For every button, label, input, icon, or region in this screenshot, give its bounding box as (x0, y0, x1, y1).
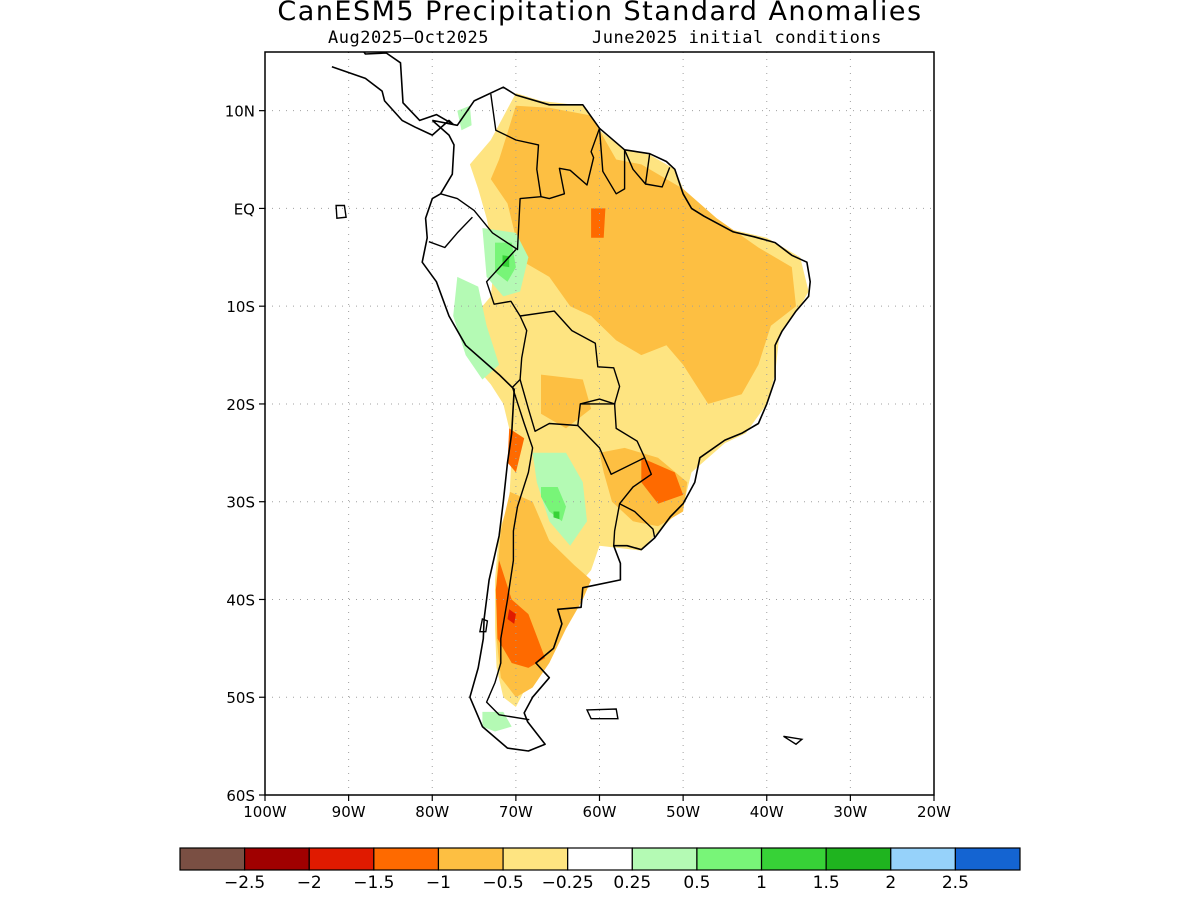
colorbar-swatch (696, 847, 763, 871)
lon-tick-label: 100W (243, 803, 287, 821)
lon-tick-label: 70W (499, 803, 533, 821)
colorbar-swatch (954, 847, 1021, 871)
island-outline (479, 618, 489, 633)
colorbar-label: −1.5 (353, 873, 394, 893)
anomaly-region-9 (507, 609, 516, 624)
anomaly-region-5 (641, 457, 684, 504)
anomaly-shading-layer (453, 93, 809, 732)
colorbar-swatch (825, 847, 892, 871)
island-outline (335, 204, 347, 219)
lon-tick-label: 30W (833, 803, 867, 821)
lat-tick-label: 30S (226, 494, 255, 512)
lon-tick-label: 90W (332, 803, 366, 821)
colorbar-label: −2 (297, 873, 322, 893)
island-outline (585, 708, 619, 720)
colorbar-label: 0.5 (683, 873, 710, 893)
anomaly-region-17 (482, 711, 512, 732)
graticule-layer (265, 52, 934, 795)
initial-conditions: June2025 initial conditions (592, 28, 882, 48)
lon-tick-label: 60W (583, 803, 617, 821)
colorbar-label: −1 (426, 873, 451, 893)
lat-tick-label: 10S (226, 298, 255, 316)
country-border (645, 167, 671, 188)
lon-tick-label: 20W (917, 803, 951, 821)
country-border (598, 128, 626, 195)
colorbar-label: 2.5 (942, 873, 969, 893)
colorbar-swatch (437, 847, 504, 871)
colorbar-label: −2.5 (224, 873, 265, 893)
anomaly-region-8 (591, 208, 606, 238)
colorbar-label: −0.25 (542, 873, 594, 893)
lat-tick-label: 20S (226, 396, 255, 414)
lon-tick-label: 50W (666, 803, 700, 821)
colorbar-swatch (244, 847, 310, 871)
lat-tick-label: 50S (226, 689, 255, 707)
lat-tick-label: 60S (226, 787, 255, 805)
colorbar-label: 0.25 (613, 873, 651, 893)
colorbar-swatch (502, 847, 569, 871)
coastline-layer (331, 52, 812, 752)
anomaly-region-1 (490, 105, 796, 404)
colorbar-label: −0.5 (482, 873, 523, 893)
lat-tick-label: 10N (225, 103, 255, 121)
country-border (485, 387, 534, 721)
south-america-coastline (421, 86, 812, 752)
anomaly-region-6 (495, 560, 546, 668)
country-border (577, 398, 646, 475)
country-border (428, 216, 473, 249)
country-border (623, 149, 651, 185)
colorbar-swatch (373, 847, 440, 871)
country-border (613, 457, 652, 546)
colorbar: −2.5 −2 −1.5 −1 −0.5 −0.25 0.25 0.5 1 1.5 2 2.5 (179, 847, 1021, 893)
map-title: CanESM5 Precipitation Standard Anomalies (277, 0, 923, 27)
anomaly-region-7 (507, 428, 525, 473)
colorbar-label: 1 (756, 873, 767, 893)
country-border (519, 310, 621, 432)
colorbar-swatch (308, 847, 375, 871)
anomaly-region-16 (553, 511, 560, 520)
anomaly-region-15 (541, 487, 566, 522)
anomaly-region-13 (453, 276, 500, 380)
colorbar-swatch (179, 847, 246, 871)
country-border (540, 128, 601, 200)
lon-tick-label: 80W (415, 803, 449, 821)
island-outline (783, 735, 804, 746)
colorbar-swatch (890, 847, 956, 871)
lon-tick-label: 40W (750, 803, 784, 821)
lat-tick-label: 40S (226, 591, 255, 609)
lat-tick-label: EQ (234, 200, 255, 218)
country-border (619, 503, 656, 539)
anomaly-region-3 (599, 447, 688, 527)
colorbar-swatch (567, 847, 633, 871)
colorbar-label: 1.5 (813, 873, 840, 893)
country-border (440, 93, 542, 251)
colorbar-swatch (760, 847, 827, 871)
colorbar-label: 2 (885, 873, 896, 893)
anomaly-region-18 (457, 105, 472, 131)
colorbar-swatch (631, 847, 698, 871)
forecast-period: Aug2025–Oct2025 (328, 28, 490, 48)
